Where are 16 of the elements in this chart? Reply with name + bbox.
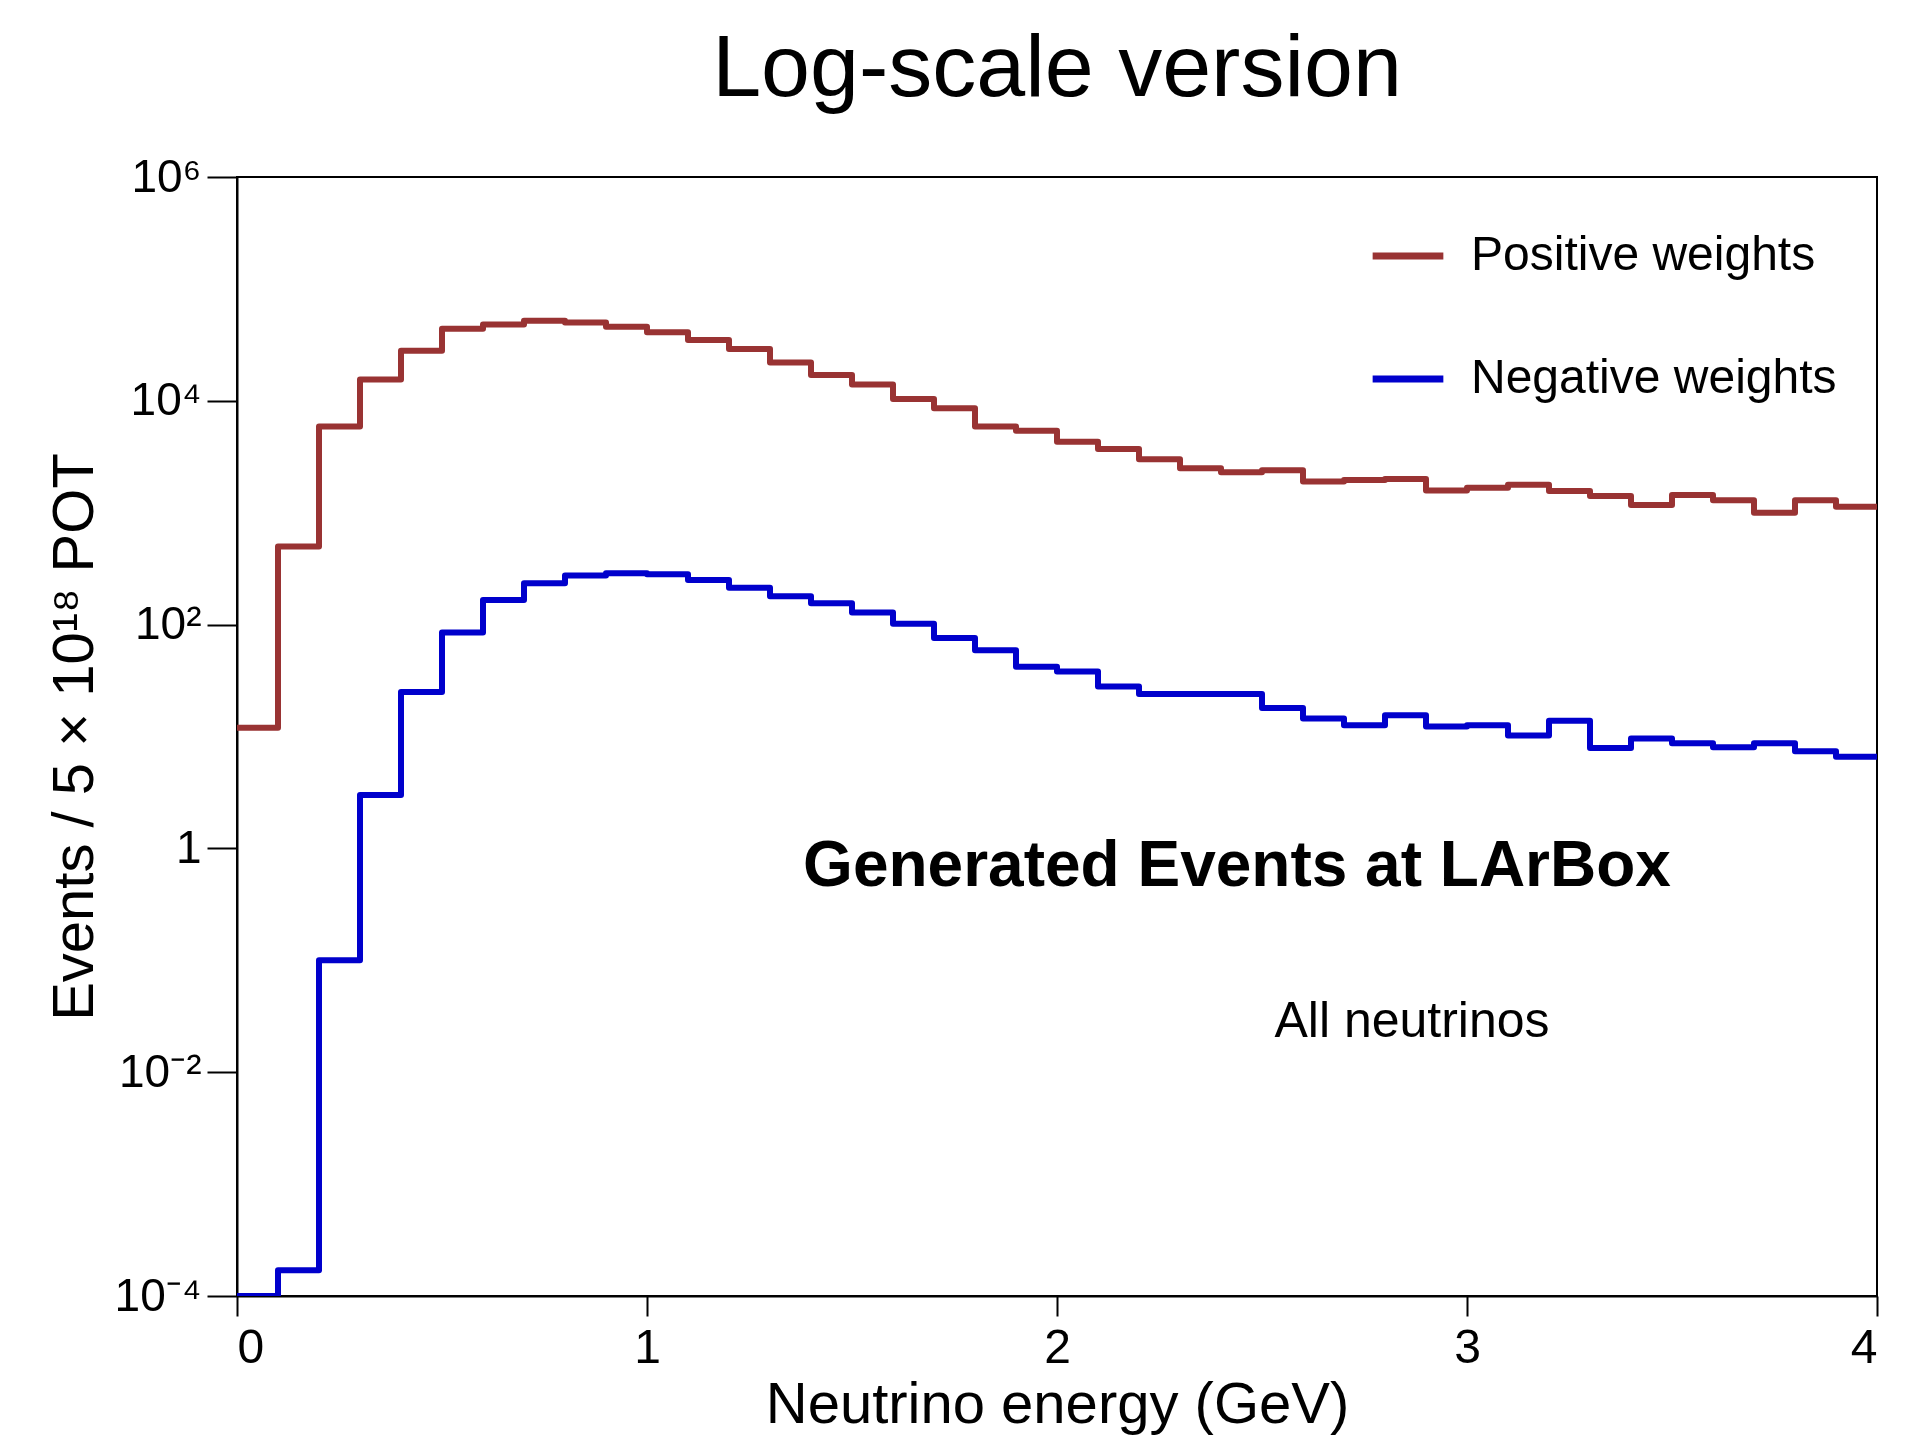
chart-title: Log-scale version [712, 16, 1402, 115]
legend-label: Negative weights [1471, 350, 1837, 403]
x-tick-label: 4 [1850, 1319, 1878, 1373]
y-tick-label: 1 [175, 820, 202, 873]
legend-label: Positive weights [1471, 227, 1816, 280]
annotation: Generated Events at LArBox [803, 828, 1672, 900]
y-axis-title: Events / 5 × 10¹⁸ POT [39, 453, 105, 1021]
y-tick-label: 10⁻⁴ [114, 1268, 202, 1321]
x-tick-label: 0 [237, 1319, 265, 1373]
x-tick-label: 3 [1454, 1319, 1481, 1373]
y-tick-label: 10² [135, 597, 202, 650]
annotation: All neutrinos [1274, 992, 1550, 1048]
x-tick-label: 1 [634, 1319, 661, 1373]
y-tick-label: 10⁻² [119, 1044, 202, 1097]
y-tick-label: 10⁴ [130, 373, 202, 426]
y-tick-label: 10⁶ [131, 149, 202, 202]
